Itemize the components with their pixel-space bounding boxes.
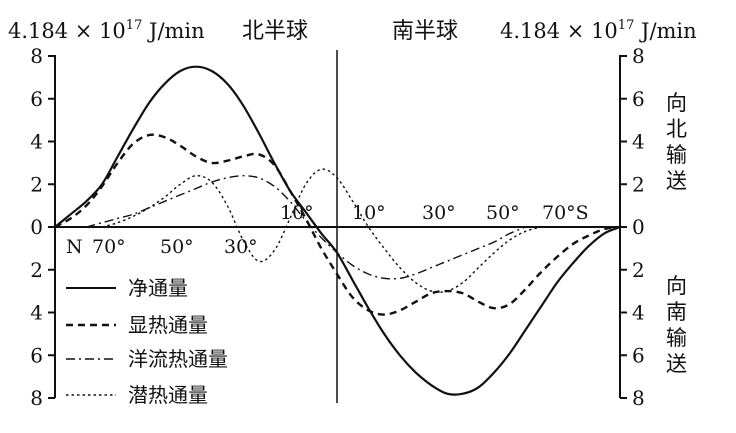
left-tick-label: 6 bbox=[30, 87, 43, 111]
lat-label-70n: 70° bbox=[92, 236, 126, 258]
lat-label-30n: 30° bbox=[224, 236, 258, 258]
lat-label-70s: 70°S bbox=[542, 202, 589, 224]
northward-char: 送 bbox=[666, 169, 687, 193]
southward-char: 送 bbox=[666, 352, 687, 376]
lat-label-50n: 50° bbox=[160, 236, 194, 258]
right-tick-label: 4 bbox=[632, 130, 645, 154]
legend-label-net: 净通量 bbox=[128, 276, 188, 300]
northward-char: 向 bbox=[666, 91, 687, 115]
lat-label-30s: 30° bbox=[422, 202, 456, 224]
left-tick-label: 8 bbox=[30, 386, 43, 410]
northward-char: 北 bbox=[666, 117, 687, 141]
northward-label: 向 北 输 送 bbox=[666, 91, 687, 193]
right-tick-label: 6 bbox=[632, 343, 645, 367]
legend: 净通量 显热通量 洋流热通量 潜热通量 bbox=[66, 276, 228, 407]
lat-label-10n: 10° bbox=[280, 202, 314, 224]
southward-char: 输 bbox=[666, 326, 687, 350]
unit-right: 4.184 × 1017 J/min bbox=[500, 18, 697, 43]
left-tick-label: 4 bbox=[30, 301, 43, 325]
latitude-labels: N 70° 50° 30° 10° 10° 30° 50° 70°S bbox=[66, 202, 589, 258]
hemisphere-south-label: 南半球 bbox=[392, 19, 458, 44]
right-tick-label: 8 bbox=[632, 386, 645, 410]
right-tick-label: 0 bbox=[632, 215, 645, 239]
right-tick-label: 8 bbox=[632, 44, 645, 68]
southward-label: 向 南 输 送 bbox=[666, 274, 687, 376]
northward-char: 输 bbox=[666, 143, 687, 167]
left-tick-label: 0 bbox=[30, 215, 43, 239]
southward-char: 南 bbox=[666, 300, 687, 324]
right-ticks: 8 6 4 2 0 2 4 6 8 bbox=[620, 44, 645, 410]
series-layer bbox=[54, 65, 621, 396]
legend-label-ocean: 洋流热通量 bbox=[128, 347, 228, 371]
unit-left: 4.184 × 1017 J/min bbox=[8, 18, 205, 43]
lat-label-10s: 10° bbox=[352, 202, 386, 224]
left-tick-label: 2 bbox=[30, 258, 43, 282]
left-tick-label: 6 bbox=[30, 343, 43, 367]
left-tick-label: 8 bbox=[30, 44, 43, 68]
series-sensible-heat bbox=[54, 133, 621, 316]
left-tick-label: 2 bbox=[30, 172, 43, 196]
lat-label-n: N bbox=[66, 236, 83, 258]
hemisphere-north-label: 北半球 bbox=[242, 19, 308, 44]
legend-label-latent: 潜热通量 bbox=[128, 383, 208, 407]
left-ticks: 8 6 4 2 0 2 4 6 8 bbox=[30, 44, 55, 410]
southward-char: 向 bbox=[666, 274, 687, 298]
right-tick-label: 6 bbox=[632, 87, 645, 111]
right-tick-label: 2 bbox=[632, 172, 645, 196]
legend-label-sensible: 显热通量 bbox=[128, 313, 208, 337]
series-latent-heat bbox=[101, 168, 542, 293]
left-tick-label: 4 bbox=[30, 130, 43, 154]
right-tick-label: 4 bbox=[632, 301, 645, 325]
lat-label-50s: 50° bbox=[486, 202, 520, 224]
series-ocean-heat bbox=[86, 175, 526, 280]
right-tick-label: 2 bbox=[632, 258, 645, 282]
